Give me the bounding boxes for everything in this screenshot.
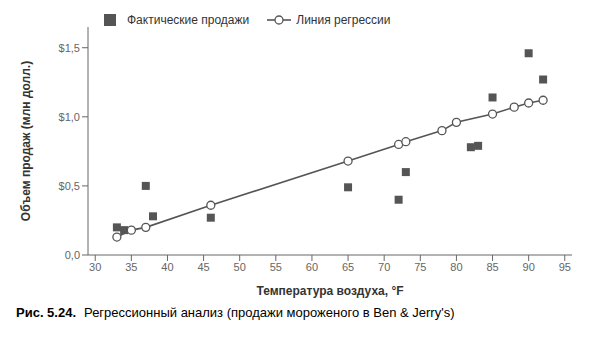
- svg-text:60: 60: [306, 261, 318, 273]
- svg-text:85: 85: [486, 261, 498, 273]
- html-text:Регрессионный анализ (продажи: Регрессионный анализ (продажи мороженого…: [84, 305, 455, 320]
- svg-text:75: 75: [414, 261, 426, 273]
- svg-text:Температура воздуха, °F: Температура воздуха, °F: [256, 284, 403, 298]
- svg-text:$1,5: $1,5: [59, 42, 80, 54]
- svg-text:30: 30: [89, 261, 101, 273]
- svg-text:$1,0: $1,0: [59, 111, 80, 123]
- svg-text:95: 95: [559, 261, 571, 273]
- html-text:Фактические продажи: Фактические продажи: [127, 13, 250, 27]
- svg-text:0,0: 0,0: [65, 249, 80, 261]
- svg-text:50: 50: [234, 261, 246, 273]
- svg-text:Объем продаж (млн долл.): Объем продаж (млн долл.): [19, 61, 33, 221]
- svg-text:40: 40: [161, 261, 173, 273]
- svg-text:35: 35: [125, 261, 137, 273]
- svg-text:55: 55: [270, 261, 282, 273]
- svg-text:70: 70: [378, 261, 390, 273]
- svg-text:$0,5: $0,5: [59, 180, 80, 192]
- svg-text:65: 65: [342, 261, 354, 273]
- svg-text:45: 45: [197, 261, 209, 273]
- svg-text:90: 90: [523, 261, 535, 273]
- html-text:Линия регрессии: Линия регрессии: [296, 13, 391, 27]
- svg-text:80: 80: [450, 261, 462, 273]
- html-text:Рис. 5.24.: Рис. 5.24.: [16, 305, 76, 320]
